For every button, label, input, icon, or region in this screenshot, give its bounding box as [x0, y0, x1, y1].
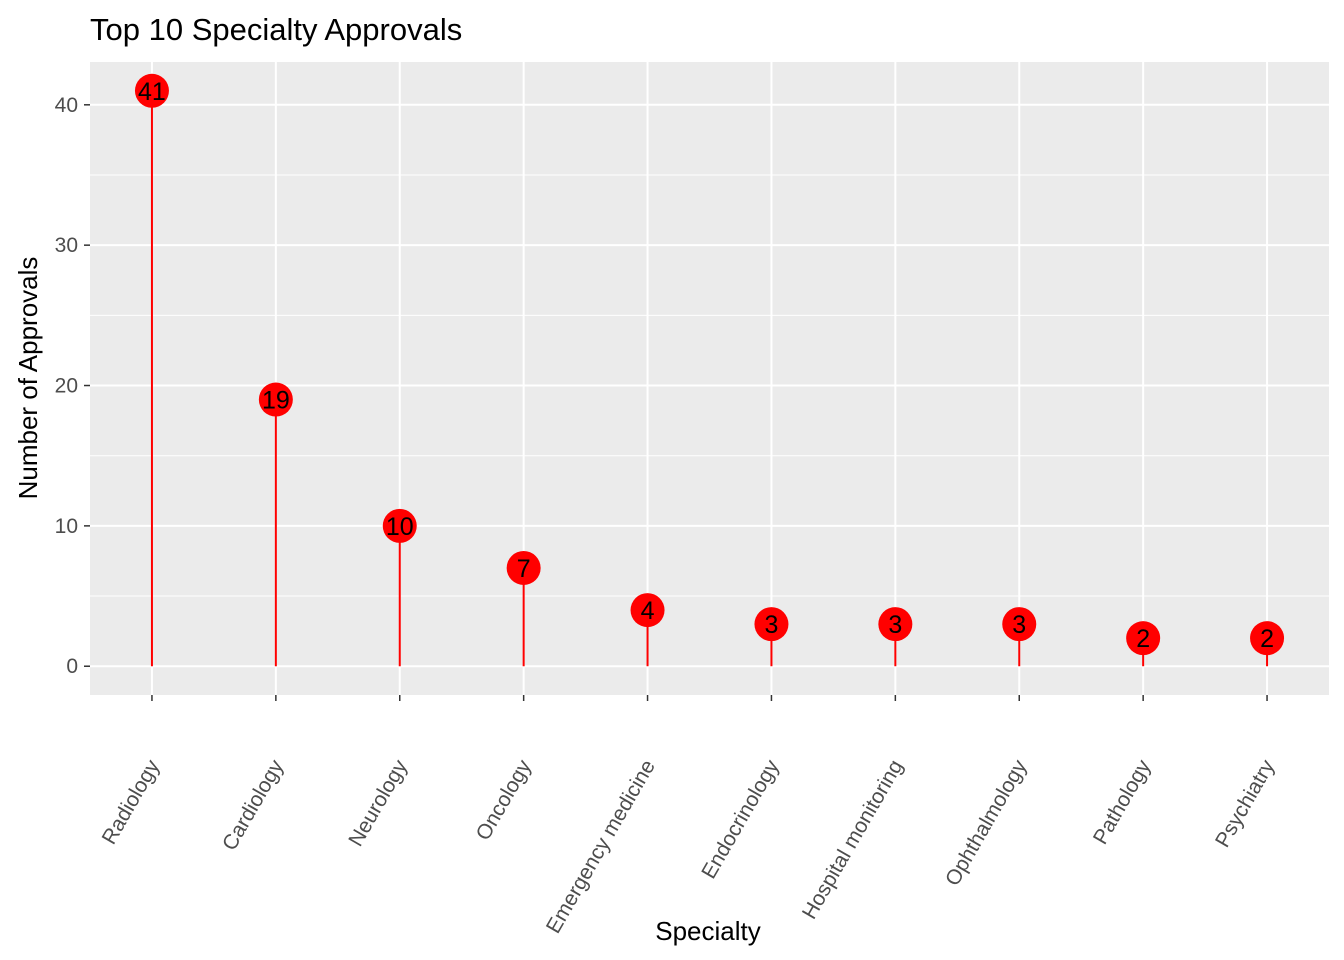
point	[382, 508, 417, 543]
x-tick-label: Neurology	[344, 756, 412, 851]
point	[1126, 621, 1161, 656]
x-tick-label: Emergency medicine	[542, 756, 660, 937]
point	[1002, 607, 1037, 642]
plot-panel	[90, 62, 1329, 695]
y-axis-title: Number of Approvals	[13, 257, 43, 500]
data-label: 4	[641, 597, 655, 625]
data-label: 7	[517, 555, 531, 583]
y-tick-label: 0	[66, 655, 78, 678]
point	[630, 593, 665, 628]
x-tick-label: Psychiatry	[1211, 756, 1280, 852]
points	[134, 73, 1285, 656]
x-tick-label: Ophthalmology	[941, 756, 1032, 890]
y-tick-label: 30	[55, 234, 78, 257]
x-tick-label: Endocrinology	[697, 756, 784, 883]
data-label: 2	[1136, 625, 1150, 653]
x-axis: Radiology Cardiology Neurology Oncology Emer…	[98, 695, 1280, 937]
chart-title: Top 10 Specialty Approvals	[90, 12, 462, 47]
point	[1250, 621, 1285, 656]
point	[258, 382, 293, 417]
point	[506, 550, 541, 585]
point	[134, 73, 169, 108]
y-axis: 0 10 20 30 40	[55, 94, 90, 678]
x-tick-label: Pathology	[1089, 756, 1156, 849]
data-label: 3	[1012, 611, 1026, 639]
data-label: 2	[1260, 625, 1274, 653]
x-tick-label: Radiology	[98, 756, 165, 849]
data-label: 41	[138, 78, 166, 106]
data-label: 19	[262, 387, 290, 415]
y-tick-label: 10	[55, 515, 78, 538]
data-label: 3	[888, 611, 902, 639]
grid-minor	[90, 174, 1329, 597]
x-tick-label: Cardiology	[218, 756, 288, 855]
y-tick-label: 40	[55, 94, 78, 117]
x-tick-label: Hospital monitoring	[798, 756, 908, 923]
data-label: 10	[386, 513, 414, 541]
data-label: 3	[764, 611, 778, 639]
data-labels: 41 19 10 7 4 3 3 3 2 2	[138, 78, 1274, 653]
x-axis-title: Specialty	[655, 916, 761, 946]
y-tick-label: 20	[55, 375, 78, 398]
point	[878, 607, 913, 642]
point	[754, 607, 789, 642]
x-tick-label: Oncology	[472, 756, 537, 845]
